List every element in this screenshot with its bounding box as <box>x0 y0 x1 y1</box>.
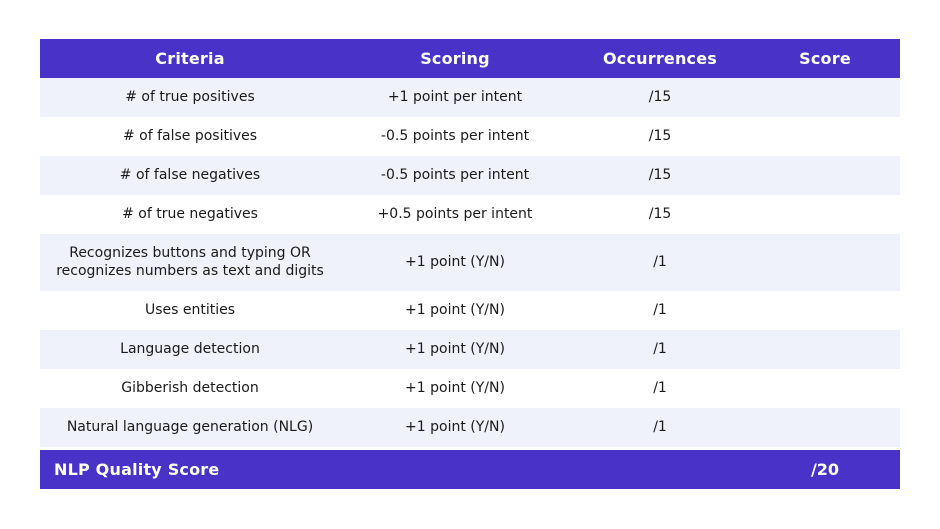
cell-score <box>750 155 900 195</box>
cell-criteria: # of false positives <box>40 116 340 156</box>
table-footer: NLP Quality Score /20 <box>40 446 900 489</box>
cell-scoring: -0.5 points per intent <box>340 155 570 195</box>
cell-score <box>750 116 900 156</box>
cell-scoring: +1 point (Y/N) <box>340 330 570 370</box>
column-header-occurrences: Occurrences <box>570 39 750 78</box>
cell-score <box>750 78 900 117</box>
cell-scoring: +1 point (Y/N) <box>340 291 570 331</box>
cell-scoring: -0.5 points per intent <box>340 116 570 156</box>
cell-score <box>750 291 900 331</box>
nlp-scoring-table: Criteria Scoring Occurrences Score # of … <box>40 39 900 489</box>
column-header-scoring: Scoring <box>340 39 570 78</box>
column-header-criteria: Criteria <box>40 39 340 78</box>
cell-criteria: Uses entities <box>40 291 340 331</box>
table-row: # of false positives -0.5 points per int… <box>40 116 900 156</box>
cell-occurrences: /1 <box>570 369 750 409</box>
cell-occurrences: /1 <box>570 408 750 449</box>
table-row: Uses entities +1 point (Y/N) /1 <box>40 291 900 331</box>
table-row: Recognizes buttons and typing OR recogni… <box>40 233 900 292</box>
cell-scoring: +0.5 points per intent <box>340 194 570 234</box>
cell-occurrences: /1 <box>570 291 750 331</box>
cell-criteria: Gibberish detection <box>40 369 340 409</box>
cell-scoring: +1 point (Y/N) <box>340 408 570 449</box>
cell-score <box>750 369 900 409</box>
cell-criteria: # of true positives <box>40 78 340 117</box>
cell-occurrences: /1 <box>570 233 750 292</box>
table-header: Criteria Scoring Occurrences Score <box>40 39 900 78</box>
scoring-table-container: Criteria Scoring Occurrences Score # of … <box>40 39 900 489</box>
table-row: Natural language generation (NLG) +1 poi… <box>40 408 900 449</box>
column-header-score: Score <box>750 39 900 78</box>
cell-score <box>750 408 900 449</box>
footer-label: NLP Quality Score <box>40 446 750 489</box>
footer-row: NLP Quality Score /20 <box>40 446 900 489</box>
cell-criteria: Language detection <box>40 330 340 370</box>
cell-criteria: # of true negatives <box>40 194 340 234</box>
cell-criteria: Recognizes buttons and typing OR recogni… <box>40 233 340 292</box>
cell-scoring: +1 point (Y/N) <box>340 233 570 292</box>
table-row: # of true negatives +0.5 points per inte… <box>40 194 900 234</box>
cell-score <box>750 194 900 234</box>
cell-occurrences: /15 <box>570 116 750 156</box>
table-row: # of false negatives -0.5 points per int… <box>40 155 900 195</box>
cell-score <box>750 330 900 370</box>
cell-criteria: Natural language generation (NLG) <box>40 408 340 449</box>
table-body: # of true positives +1 point per intent … <box>40 78 900 449</box>
table-row: Language detection +1 point (Y/N) /1 <box>40 330 900 370</box>
cell-scoring: +1 point (Y/N) <box>340 369 570 409</box>
cell-occurrences: /15 <box>570 155 750 195</box>
cell-occurrences: /15 <box>570 78 750 117</box>
footer-total-score: /20 <box>750 446 900 489</box>
cell-occurrences: /15 <box>570 194 750 234</box>
table-row: Gibberish detection +1 point (Y/N) /1 <box>40 369 900 409</box>
header-row: Criteria Scoring Occurrences Score <box>40 39 900 78</box>
table-row: # of true positives +1 point per intent … <box>40 78 900 117</box>
cell-occurrences: /1 <box>570 330 750 370</box>
cell-scoring: +1 point per intent <box>340 78 570 117</box>
cell-criteria: # of false negatives <box>40 155 340 195</box>
cell-score <box>750 233 900 292</box>
